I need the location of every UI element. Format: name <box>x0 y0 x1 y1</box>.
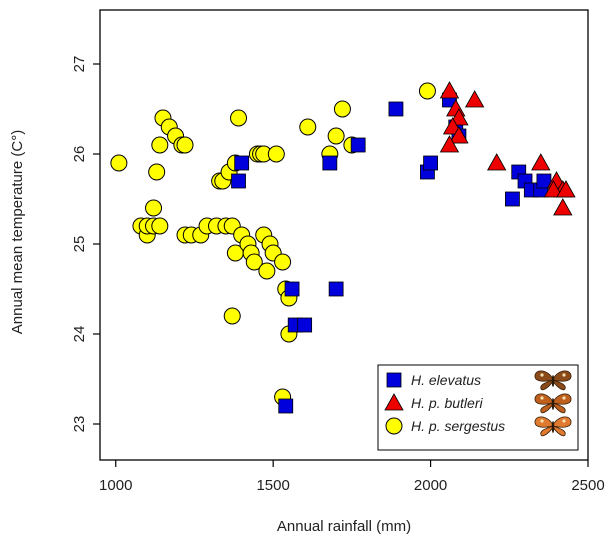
y-tick-label: 24 <box>71 326 88 343</box>
data-point-circle <box>258 262 276 280</box>
legend-marker-circle <box>385 417 403 435</box>
y-tick-label: 26 <box>71 146 88 163</box>
axes: 1000 1500 2000 2500 23 24 25 26 27 <box>71 9 605 494</box>
butterfly-icon <box>534 393 572 414</box>
y-tick-label: 23 <box>71 416 88 433</box>
butterfly-spot <box>540 419 544 423</box>
legend-box <box>377 364 579 451</box>
data-point-circle <box>245 253 263 271</box>
data-point-square <box>322 155 338 171</box>
data-point-circle <box>151 217 169 235</box>
data-point-triangle <box>439 81 460 99</box>
butterfly-icon <box>534 370 572 391</box>
data-point-triangle <box>531 153 551 171</box>
butterfly-body <box>551 398 555 410</box>
butterfly-wing <box>552 416 572 428</box>
butterfly-spot <box>540 373 544 377</box>
data-point-square <box>536 173 552 189</box>
y-tick-label: 27 <box>71 56 88 73</box>
data-point-triangle <box>553 198 573 216</box>
y-tick-label: 25 <box>71 236 88 253</box>
legend: H. elevatus H. p. butleri H. p. sergestus <box>377 364 579 451</box>
butterfly-spot <box>562 396 566 400</box>
data-point-square <box>328 281 344 297</box>
x-axis-label: Annual rainfall (mm) <box>277 518 411 535</box>
data-point-square <box>350 137 366 153</box>
data-point-triangle <box>439 135 460 153</box>
butterfly-body <box>551 375 555 387</box>
x-tick-label: 1500 <box>256 477 289 494</box>
data-point-circle <box>333 100 351 118</box>
plot-frame <box>99 9 589 461</box>
legend-marker-triangle <box>384 393 404 411</box>
butterfly-wing <box>540 402 554 414</box>
data-point-triangle <box>487 153 507 171</box>
legend-label: H. elevatus <box>411 372 481 388</box>
data-point-triangle <box>543 180 564 198</box>
butterfly-wing <box>552 393 572 405</box>
data-point-circle <box>148 163 166 181</box>
butterfly-wing <box>540 379 554 391</box>
data-point-circle <box>299 118 317 136</box>
data-points <box>110 81 576 414</box>
data-point-triangle <box>556 180 576 198</box>
data-point-circle <box>418 82 436 100</box>
butterfly-body <box>551 421 555 433</box>
data-point-circle <box>223 307 241 325</box>
data-point-circle <box>145 199 163 217</box>
legend-label: H. p. butleri <box>411 395 483 411</box>
data-point-square <box>278 398 294 414</box>
x-tick-label: 2000 <box>414 477 447 494</box>
data-point-circle <box>274 253 292 271</box>
data-point-circle <box>176 136 194 154</box>
butterfly-wing <box>534 393 554 405</box>
butterfly-icon <box>534 416 572 437</box>
data-point-square <box>231 173 246 189</box>
butterfly-wing <box>552 402 566 414</box>
data-point-square <box>505 191 520 207</box>
data-point-circle <box>267 145 285 163</box>
data-point-square <box>297 317 313 333</box>
butterfly-wing <box>552 425 566 437</box>
data-point-triangle <box>464 90 485 108</box>
x-tick-label: 1000 <box>99 477 132 494</box>
data-point-circle <box>327 127 345 145</box>
data-point-square <box>388 101 404 117</box>
y-axis-label: Annual mean temperature (C°) <box>9 130 26 334</box>
x-tick-label: 2500 <box>571 477 604 494</box>
butterfly-wing <box>552 379 566 391</box>
data-point-circle <box>230 109 248 127</box>
legend-label: H. p. sergestus <box>411 418 505 434</box>
data-point-circle <box>110 154 128 172</box>
legend-marker-square <box>386 372 402 388</box>
butterfly-spot <box>562 373 566 377</box>
butterfly-wing <box>534 370 554 382</box>
butterfly-spot <box>562 419 566 423</box>
butterfly-spot <box>540 396 544 400</box>
data-point-circle <box>151 136 169 154</box>
data-point-triangle <box>449 126 469 144</box>
butterfly-wing <box>534 416 554 428</box>
data-point-square <box>423 155 438 171</box>
data-point-square <box>284 281 300 297</box>
butterfly-wing <box>552 370 572 382</box>
data-point-square <box>234 155 250 171</box>
butterfly-wing <box>540 425 554 437</box>
